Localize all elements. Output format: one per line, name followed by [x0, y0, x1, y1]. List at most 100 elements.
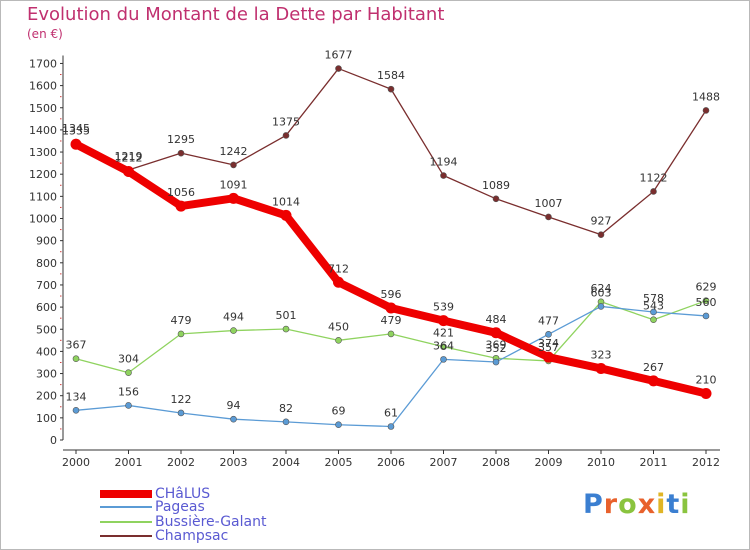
- data-point-pageas: [440, 356, 447, 363]
- data-point-chalus: [490, 327, 502, 339]
- legend-swatch-bussiere-galant: [100, 521, 152, 523]
- data-label-bussiere-galant: 450: [328, 320, 349, 333]
- data-label-pageas: 134: [66, 390, 87, 403]
- data-point-pageas: [650, 308, 657, 316]
- data-point-bussiere-galant: [387, 330, 395, 338]
- data-label-champsac: 1122: [640, 171, 668, 184]
- legend-swatch-champsac: [100, 535, 152, 537]
- data-label-champsac: 1584: [377, 69, 405, 82]
- data-label-bussiere-galant: 304: [118, 353, 139, 366]
- y-tick-label: 300: [36, 368, 57, 381]
- data-point-bussiere-galant: [650, 316, 657, 324]
- legend-item-chalus: CHâLUS: [100, 486, 210, 502]
- data-label-pageas: 69: [332, 405, 346, 418]
- data-label-pageas: 364: [433, 339, 454, 352]
- data-label-pageas: 477: [538, 314, 559, 327]
- data-point-chalus: [700, 387, 712, 399]
- y-tick-label: 1200: [29, 168, 57, 181]
- data-label-bussiere-galant: 369: [486, 338, 507, 351]
- data-point-chalus: [543, 351, 554, 363]
- data-point-bussiere-galant: [177, 330, 185, 338]
- y-tick-label: 800: [36, 257, 57, 270]
- legend-item-pageas: Pageas: [100, 499, 205, 515]
- data-label-chalus: 1212: [115, 152, 143, 165]
- data-label-bussiere-galant: 479: [171, 314, 192, 327]
- data-label-bussiere-galant: 421: [433, 327, 454, 340]
- data-point-pageas: [702, 312, 710, 320]
- data-point-chalus: [175, 200, 187, 212]
- x-tick-label: 2005: [325, 456, 353, 469]
- data-label-bussiere-galant: 367: [66, 339, 87, 352]
- data-label-chalus: 484: [486, 313, 507, 326]
- data-point-bussiere-galant: [125, 369, 132, 376]
- y-tick-label: 600: [36, 301, 57, 314]
- y-tick-label: 500: [36, 323, 57, 336]
- data-point-pageas: [177, 409, 185, 417]
- legend-label-pageas: Pageas: [155, 499, 205, 515]
- y-tick-label: 1000: [29, 213, 57, 226]
- data-point-champsac: [492, 195, 500, 203]
- data-label-champsac: 1242: [220, 145, 248, 158]
- x-tick-label: 2000: [62, 456, 90, 469]
- legend-swatch-pageas: [100, 506, 152, 508]
- data-label-chalus: 596: [381, 288, 402, 301]
- data-label-champsac: 1219: [115, 150, 143, 163]
- data-point-champsac: [597, 231, 605, 238]
- x-tick-label: 2004: [272, 456, 300, 469]
- data-label-pageas: 94: [227, 399, 241, 412]
- data-label-champsac: 1194: [430, 156, 458, 169]
- chart-subtitle: (en €): [27, 27, 63, 41]
- x-tick-label: 2001: [115, 456, 143, 469]
- x-tick-label: 2011: [640, 456, 668, 469]
- data-point-bussiere-galant: [282, 325, 290, 333]
- data-label-pageas: 82: [279, 402, 293, 415]
- data-point-pageas: [387, 423, 395, 430]
- series-line-champsac: [75, 67, 707, 236]
- data-point-bussiere-galant: [440, 343, 447, 351]
- data-point-chalus: [280, 209, 292, 221]
- data-label-pageas: 61: [384, 406, 398, 419]
- data-label-champsac: 1007: [535, 197, 563, 210]
- x-tick-label: 2003: [220, 456, 248, 469]
- data-point-champsac: [230, 161, 237, 169]
- y-tick-label: 1100: [29, 190, 57, 203]
- legend-label-bussiere-galant: Bussière-Galant: [155, 514, 267, 530]
- data-label-bussiere-galant: 624: [591, 282, 612, 295]
- data-point-chalus: [595, 362, 607, 374]
- data-point-champsac: [702, 107, 710, 114]
- legend-item-bussiere-galant: Bussière-Galant: [100, 514, 267, 530]
- y-tick-label: 100: [36, 412, 57, 425]
- data-point-pageas: [282, 418, 290, 426]
- data-point-bussiere-galant: [230, 327, 237, 334]
- data-point-champsac: [387, 85, 395, 93]
- data-label-champsac: 1345: [62, 122, 90, 135]
- data-label-pageas: 122: [171, 393, 192, 406]
- data-label-bussiere-galant: 543: [643, 300, 664, 313]
- data-point-chalus: [333, 276, 344, 288]
- x-tick-label: 2007: [430, 456, 458, 469]
- legend-swatch-chalus: [100, 490, 152, 498]
- data-point-bussiere-galant: [335, 337, 342, 344]
- proxiti-logo: Proxiti: [583, 489, 691, 520]
- legend-label-champsac: Champsac: [155, 528, 229, 544]
- data-label-chalus: 1014: [272, 195, 300, 208]
- data-point-pageas: [335, 421, 342, 429]
- y-tick-label: 200: [36, 390, 57, 403]
- x-tick-label: 2002: [167, 456, 195, 469]
- data-label-chalus: 267: [643, 361, 664, 374]
- series-line-chalus: [72, 140, 710, 398]
- data-point-champsac: [335, 65, 342, 72]
- data-point-champsac: [177, 149, 185, 157]
- data-label-chalus: 1056: [167, 186, 195, 199]
- data-label-bussiere-galant: 629: [696, 281, 717, 294]
- y-tick-label: 0: [50, 434, 57, 447]
- x-tick-label: 2008: [482, 456, 510, 469]
- data-label-chalus: 539: [433, 301, 454, 314]
- data-label-champsac: 1295: [167, 133, 195, 146]
- data-point-champsac: [650, 188, 657, 195]
- data-point-chalus: [70, 138, 82, 150]
- data-point-chalus: [385, 302, 397, 314]
- legend-item-champsac: Champsac: [100, 528, 229, 544]
